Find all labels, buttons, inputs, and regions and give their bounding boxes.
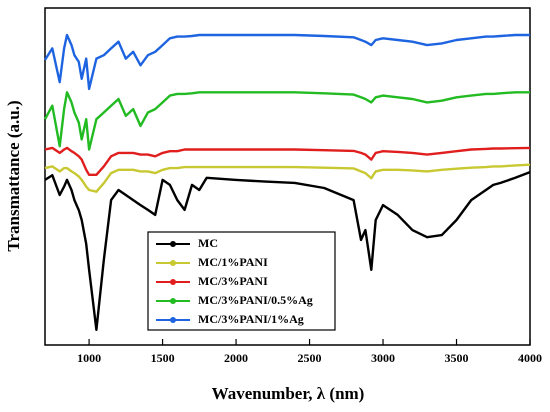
legend-marker [170, 298, 176, 304]
x-axis-title: Wavenumber, λ (nm) [212, 384, 365, 403]
x-tick-label: 2500 [298, 351, 322, 365]
plot-frame [44, 7, 531, 346]
legend-label: MC/3%PANI/0.5%Ag [198, 293, 313, 307]
legend-label: MC/3%PANI/1%Ag [198, 312, 304, 326]
x-tick-label: 3000 [371, 351, 395, 365]
series-line [43, 33, 530, 91]
x-tick-label: 4000 [518, 351, 542, 365]
y-axis-title: Transmattance (a.u.) [4, 100, 23, 251]
legend-label: MC [198, 236, 218, 250]
legend-label: MC/1%PANI [198, 255, 268, 269]
legend-marker [170, 317, 176, 323]
x-tick-label: 2000 [224, 351, 248, 365]
x-tick-label: 1000 [77, 351, 101, 365]
legend-box [147, 231, 336, 331]
x-tick-label: 3500 [445, 351, 469, 365]
legend-marker [170, 241, 176, 247]
series-line [43, 91, 530, 151]
series-line [44, 170, 531, 331]
legend-marker [170, 260, 176, 266]
series-line [44, 163, 531, 193]
legend-label: MC/3%PANI [198, 274, 268, 288]
legend-marker [170, 279, 176, 285]
x-tick-label: 1500 [151, 351, 175, 365]
series-line [44, 146, 531, 176]
